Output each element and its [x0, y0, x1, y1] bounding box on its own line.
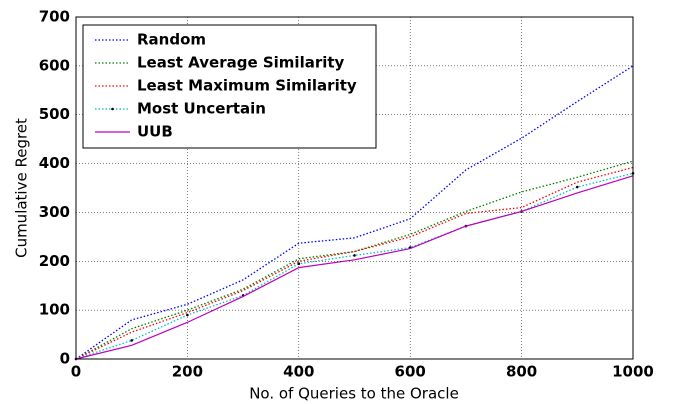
y-tick-label: 500 [39, 105, 70, 123]
y-axis-label: Cumulative Regret [13, 118, 31, 258]
x-tick-label: 0 [71, 363, 81, 381]
x-tick-label: 1000 [612, 363, 654, 381]
marker [186, 313, 189, 317]
line [75, 65, 634, 360]
legend-marker [111, 107, 114, 111]
plot-frame [75, 16, 634, 360]
y-tick-label: 700 [39, 8, 70, 26]
y-tick-label: 200 [39, 252, 70, 270]
legend-label: UUB [137, 123, 173, 141]
marker [130, 339, 133, 342]
x-axis-label: No. of Queries to the Oracle [249, 385, 459, 403]
line [75, 160, 634, 360]
x-tick-label: 200 [172, 363, 203, 381]
legend-label: Random [137, 31, 206, 49]
legend-label: Least Maximum Similarity [137, 77, 357, 95]
y-tick-label: 0 [60, 350, 70, 368]
y-tick-label: 400 [39, 154, 70, 172]
marker [576, 185, 579, 189]
line [75, 172, 634, 360]
marker [353, 254, 356, 257]
y-tick-label: 600 [39, 56, 70, 74]
legend-box [82, 24, 377, 149]
x-tick-label: 400 [283, 363, 314, 381]
line [75, 175, 634, 360]
x-tick-label: 800 [506, 363, 537, 381]
marker [297, 262, 301, 266]
y-tick-label: 300 [39, 203, 70, 221]
line [75, 166, 634, 360]
legend-label: Most Uncertain [137, 100, 266, 118]
x-tick-label: 600 [395, 363, 426, 381]
legend-label: Least Average Similarity [137, 54, 345, 72]
y-tick-label: 100 [39, 301, 70, 319]
